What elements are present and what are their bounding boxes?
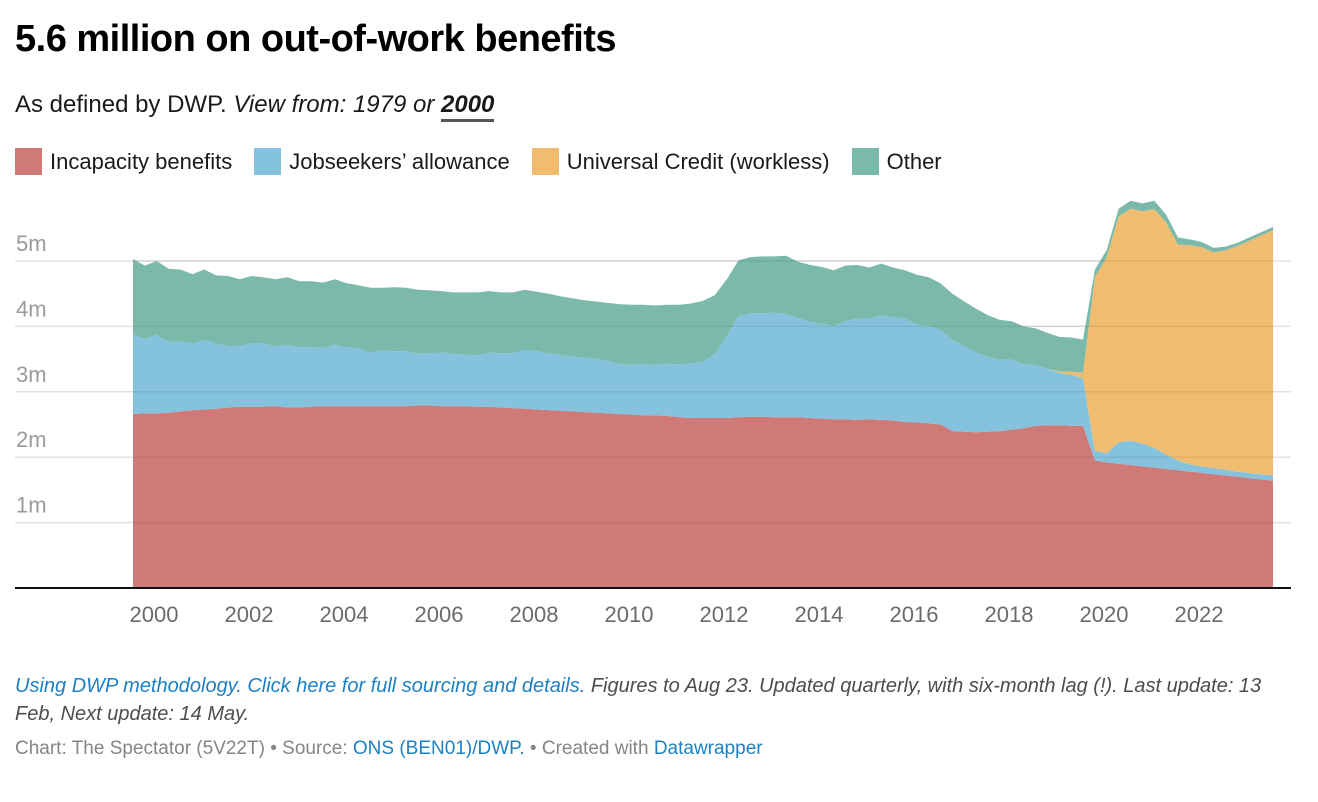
chart-title: 5.6 million on out-of-work benefits — [15, 18, 617, 60]
byline-created-with: • Created with — [524, 738, 654, 759]
legend-swatch-other — [851, 148, 879, 175]
area-series — [133, 200, 1273, 588]
y-tick-label: 4m — [16, 296, 47, 321]
axes: 1m 2m 3m 4m 5m 2000 2002 2004 2006 2008 2010 2012 20… — [15, 231, 1291, 627]
legend-label-other: Other — [886, 148, 942, 174]
view-from-label: View from: — [233, 91, 347, 118]
chart-notes: Using DWP methodology. Click here for fu… — [15, 672, 1285, 728]
area-incapacity-benefits — [133, 405, 1273, 588]
area-jobseekers-allowance — [133, 312, 1273, 481]
x-tick-label: 2004 — [320, 602, 369, 627]
x-tick-label: 2012 — [700, 602, 749, 627]
x-tick-label: 2000 — [130, 602, 179, 627]
x-tick-label: 2008 — [510, 602, 559, 627]
x-tick-label: 2020 — [1080, 602, 1129, 627]
legend-item-other: Other — [851, 148, 942, 175]
chart-byline: Chart: The Spectator (5V22T) • Source: O… — [15, 738, 763, 760]
view-or-text: or — [413, 91, 435, 118]
methodology-link[interactable]: Using DWP methodology. Click here for fu… — [15, 675, 586, 697]
y-tick-label: 3m — [16, 362, 47, 387]
chart-legend: Incapacity benefits Jobseekers’ allowanc… — [15, 148, 942, 175]
legend-swatch-universal-credit — [531, 148, 559, 175]
legend-item-incapacity: Incapacity benefits — [15, 148, 232, 175]
source-link[interactable]: ONS (BEN01)/DWP. — [352, 738, 525, 759]
legend-label-universal-credit: Universal Credit (workless) — [566, 148, 830, 174]
y-tick-label: 2m — [16, 427, 47, 452]
legend-label-jobseekers: Jobseekers’ allowance — [289, 148, 510, 174]
byline-chart-source: Chart: The Spectator (5V22T) • Source: — [15, 738, 353, 759]
datawrapper-link[interactable]: Datawrapper — [653, 738, 763, 759]
x-tick-label: 2010 — [605, 602, 654, 627]
x-tick-label: 2016 — [890, 602, 939, 627]
legend-label-incapacity: Incapacity benefits — [50, 148, 233, 174]
notes-text: Figures to Aug 23. Updated quarterly, wi… — [15, 675, 1262, 725]
y-tick-label: 5m — [16, 231, 47, 256]
area-other — [133, 200, 1273, 373]
x-tick-label: 2018 — [985, 602, 1034, 627]
legend-item-jobseekers: Jobseekers’ allowance — [254, 148, 510, 175]
view-option-2000-selected[interactable]: 2000 — [441, 91, 495, 122]
legend-swatch-jobseekers — [254, 148, 282, 175]
area-universal-credit-workless — [133, 208, 1273, 476]
y-tick-label: 1m — [16, 493, 47, 518]
legend-swatch-incapacity — [15, 148, 42, 175]
x-tick-label: 2022 — [1175, 602, 1224, 627]
x-tick-label: 2006 — [415, 602, 464, 627]
x-tick-label: 2002 — [225, 602, 274, 627]
x-tick-label: 2014 — [795, 602, 844, 627]
chart-subtitle: As defined by DWP. View from: 1979 or 20… — [15, 91, 495, 122]
view-option-1979[interactable]: 1979 — [352, 91, 407, 118]
gridlines-overlay — [133, 260, 1273, 524]
subtitle-prefix: As defined by DWP. — [15, 91, 227, 118]
stacked-area-chart: 1m 2m 3m 4m 5m 2000 2002 2004 2006 2008 2010 2012 20… — [15, 200, 1291, 627]
legend-item-universal-credit: Universal Credit (workless) — [531, 148, 830, 175]
